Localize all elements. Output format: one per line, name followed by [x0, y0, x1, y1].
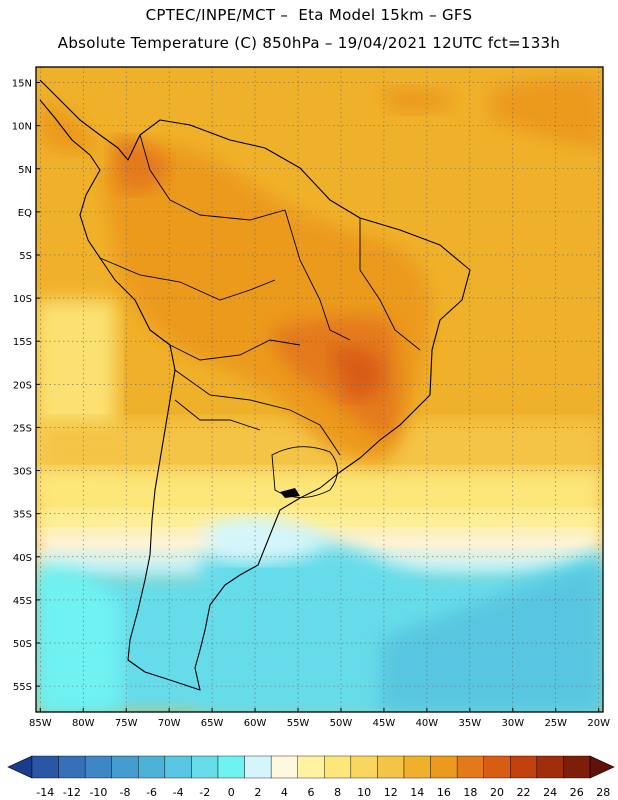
colorbar-tick-label: 18	[463, 786, 477, 799]
colorbar-segment	[31, 755, 59, 779]
colorbar-segment	[270, 755, 298, 779]
lon-tick-label: 85W	[29, 718, 52, 729]
lon-tick-label: 80W	[72, 718, 95, 729]
lon-tick-label: 75W	[115, 718, 138, 729]
lat-tick-label: EQ	[18, 208, 32, 219]
colorbar	[7, 755, 615, 779]
lat-tick-label: 55S	[13, 682, 32, 693]
colorbar-tick-label: -12	[63, 786, 81, 799]
lon-tick-label: 55W	[287, 718, 310, 729]
colorbar-tick-label: -14	[36, 786, 54, 799]
lat-tick-label: 50S	[13, 639, 32, 650]
lat-tick-label: 45S	[13, 596, 32, 607]
colorbar-segment	[510, 755, 538, 779]
colorbar-labels: -14 -12 -10 -8 -6 -4 -2 0 2 4 6 8 10 12 14 16 18 20 22 24 26…	[36, 786, 610, 799]
colorbar-tick-label: 12	[384, 786, 398, 799]
longitude-labels: 85W 80W 75W 70W 65W 60W 55W 50W 45W 40W 35W 30W 25W 2…	[29, 708, 610, 729]
colorbar-segment	[430, 755, 458, 779]
colorbar-tick-label: 22	[517, 786, 531, 799]
colorbar-segment	[297, 755, 325, 779]
colorbar-segment	[403, 755, 431, 779]
lat-tick-label: 30S	[13, 467, 32, 478]
lon-tick-label: 40W	[416, 718, 439, 729]
colorbar-segment	[111, 755, 139, 779]
lon-tick-label: 60W	[244, 718, 267, 729]
title-line-1: CPTEC/INPE/MCT – Eta Model 15km – GFS	[145, 6, 473, 24]
lat-tick-label: 5S	[19, 251, 32, 262]
lat-tick-label: 35S	[13, 510, 32, 521]
lon-tick-label: 20W	[587, 718, 610, 729]
colorbar-tick-label: -2	[199, 786, 210, 799]
colorbar-segment	[244, 755, 272, 779]
colorbar-segment	[84, 755, 112, 779]
colorbar-tick-label: 16	[437, 786, 451, 799]
colorbar-tick-label: 0	[228, 786, 235, 799]
lat-tick-label: 15N	[12, 79, 32, 90]
colorbar-tick-label: -4	[173, 786, 184, 799]
lon-tick-label: 50W	[330, 718, 353, 729]
lon-tick-label: 45W	[373, 718, 396, 729]
lon-tick-label: 70W	[158, 718, 181, 729]
colorbar-segment	[350, 755, 378, 779]
country-borders	[99, 134, 421, 498]
lat-tick-label: 25S	[13, 423, 32, 434]
colorbar-tick-label: -10	[89, 786, 107, 799]
colorbar-max-arrow	[589, 755, 615, 779]
colorbar-min-arrow	[7, 755, 33, 779]
colorbar-tick-label: 14	[410, 786, 424, 799]
lon-tick-label: 35W	[459, 718, 482, 729]
colorbar-tick-label: 26	[570, 786, 584, 799]
lat-tick-label: 10N	[12, 122, 32, 133]
colorbar-tick-label: -6	[146, 786, 157, 799]
lat-tick-label: 15S	[13, 337, 32, 348]
lat-tick-label: 20S	[13, 380, 32, 391]
lat-tick-label: 10S	[13, 294, 32, 305]
colorbar-segment	[456, 755, 484, 779]
colorbar-segment	[324, 755, 352, 779]
colorbar-tick-label: 4	[281, 786, 288, 799]
coastline	[39, 79, 471, 691]
colorbar-segment	[191, 755, 219, 779]
colorbar-tick-label: 6	[308, 786, 315, 799]
colorbar-segment	[483, 755, 511, 779]
colorbar-tick-label: 28	[596, 786, 610, 799]
colorbar-segment	[377, 755, 405, 779]
colorbar-segment	[58, 755, 86, 779]
colorbar-segment	[536, 755, 564, 779]
colorbar-tick-label: 20	[490, 786, 504, 799]
map-frame	[35, 66, 604, 713]
lat-tick-label: 40S	[13, 553, 32, 564]
colorbar-segment	[164, 755, 192, 779]
latitude-labels: 15N 10N 5N EQ 5S 10S 15S 20S 25S 30S 35S 40S 45S 50S 5…	[12, 79, 40, 693]
colorbar-tick-label: 8	[334, 786, 341, 799]
colorbar-tick-label: 24	[543, 786, 557, 799]
title-line-2: Absolute Temperature (C) 850hPa – 19/04/…	[57, 34, 561, 52]
lon-tick-label: 65W	[201, 718, 224, 729]
temperature-field	[36, 67, 603, 712]
colorbar-segment	[217, 755, 245, 779]
colorbar-tick-label: 10	[357, 786, 371, 799]
lon-tick-label: 25W	[544, 718, 567, 729]
colorbar-segment	[563, 755, 591, 779]
colorbar-segment	[138, 755, 166, 779]
lon-tick-label: 30W	[501, 718, 524, 729]
lat-tick-label: 5N	[18, 165, 32, 176]
colorbar-tick-label: 2	[254, 786, 261, 799]
colorbar-tick-label: -8	[120, 786, 131, 799]
